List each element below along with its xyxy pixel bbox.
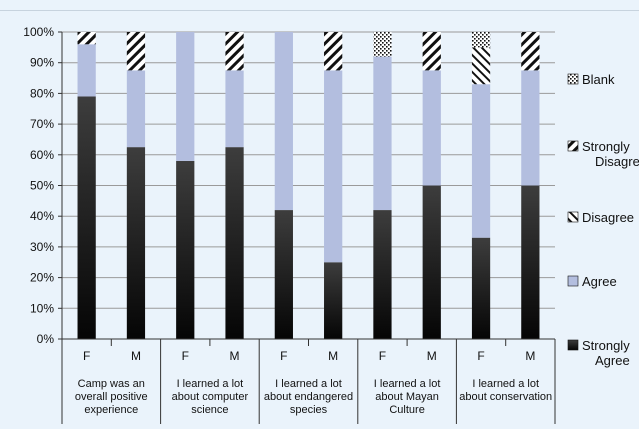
group-label-line: experience (84, 404, 138, 416)
group-label-line: Culture (389, 404, 424, 416)
bar-segment-strongly-agree (176, 160, 195, 339)
group-label-line: about computer (172, 391, 249, 403)
group-label-line: Camp was an (78, 378, 145, 390)
group-label-line: science (191, 404, 228, 416)
bar-segment-strongly-disagree (77, 32, 96, 45)
bar-segment-agree (225, 70, 244, 148)
bar-segment-strongly-agree (422, 185, 441, 339)
y-tick-label: 90% (30, 56, 54, 70)
x-tick-label: M (230, 349, 240, 363)
x-tick-label: F (182, 349, 189, 363)
bar-segment-strongly-agree (126, 147, 146, 339)
group-label-line: I learned a lot (472, 378, 539, 390)
bar-segment-agree (77, 44, 96, 97)
legend-label: Strongly (582, 338, 630, 353)
bar-segment-strongly-disagree (521, 32, 540, 71)
x-tick-label: M (525, 349, 535, 363)
bar-segment-agree (126, 70, 146, 148)
legend-swatch (567, 275, 579, 287)
x-tick-label: F (477, 349, 484, 363)
x-tick-label: F (83, 349, 90, 363)
legend-swatch (567, 140, 579, 152)
bar-segment-strongly-agree (77, 96, 96, 339)
group-label-line: I learned a lot (177, 378, 244, 390)
y-tick-label: 10% (30, 301, 54, 315)
legend-swatch (567, 73, 579, 85)
y-tick-label: 60% (30, 148, 54, 162)
x-tick-label: F (379, 349, 386, 363)
x-tick-label: M (427, 349, 437, 363)
y-tick-label: 80% (30, 86, 54, 100)
bar-segment-agree (176, 32, 195, 161)
bar-segment-strongly-agree (521, 185, 540, 339)
bar-segment-strongly-disagree (126, 32, 146, 71)
group-label-line: about Mayan (375, 391, 439, 403)
group-label-line: about conservation (459, 391, 552, 403)
legend: BlankStronglyDisagreeDisagreeAgreeStrong… (567, 72, 639, 368)
group-label-line: I learned a lot (374, 378, 441, 390)
axes: 0% 10% 20% 30% 40% 50% 60% 70% 80% 90% 100% F M F M F M F… (23, 25, 556, 424)
bar-segment-agree (422, 70, 441, 186)
y-tick-label: 70% (30, 117, 54, 131)
y-tick-label: 30% (30, 240, 54, 254)
x-tick-label: F (280, 349, 287, 363)
legend-label: Agree (595, 353, 630, 368)
legend-label: Agree (582, 274, 617, 289)
legend-label: Disagree (582, 210, 634, 225)
x-tick-label: M (328, 349, 338, 363)
bar-segment-strongly-agree (471, 237, 491, 339)
group-label-line: I learned a lot (275, 378, 342, 390)
legend-label: Disagree (595, 154, 639, 169)
bar-segment-strongly-disagree (324, 32, 343, 71)
y-tick-label: 0% (37, 332, 55, 346)
bar-segment-agree (521, 70, 540, 186)
bar-segment-blank (373, 32, 392, 57)
legend-swatch (567, 339, 579, 351)
group-label-line: overall positive (75, 391, 148, 403)
top-rule (0, 10, 639, 11)
y-tick-label: 50% (30, 179, 54, 193)
bar-segment-agree (274, 32, 293, 211)
x-tick-label: M (131, 349, 141, 363)
legend-swatch (567, 211, 579, 223)
bar-segment-strongly-disagree (225, 32, 244, 71)
bar-segment-strongly-agree (225, 147, 244, 339)
y-tick-label: 40% (30, 209, 54, 223)
group-label-line: species (290, 404, 328, 416)
legend-label: Blank (582, 72, 615, 87)
bars (77, 32, 540, 339)
y-tick-label: 20% (30, 271, 54, 285)
bar-segment-disagree (471, 47, 491, 85)
bar-segment-strongly-agree (373, 210, 392, 339)
group-label-line: about endangered (264, 391, 353, 403)
bar-segment-strongly-disagree (422, 32, 441, 71)
bar-segment-strongly-agree (324, 262, 343, 339)
bar-segment-blank (471, 32, 491, 48)
bar-segment-agree (471, 84, 491, 238)
bar-segment-agree (324, 70, 343, 263)
bar-segment-agree (373, 56, 392, 211)
y-tick-label: 100% (23, 25, 54, 39)
bar-segment-strongly-agree (274, 210, 293, 339)
legend-label: Strongly (582, 139, 630, 154)
